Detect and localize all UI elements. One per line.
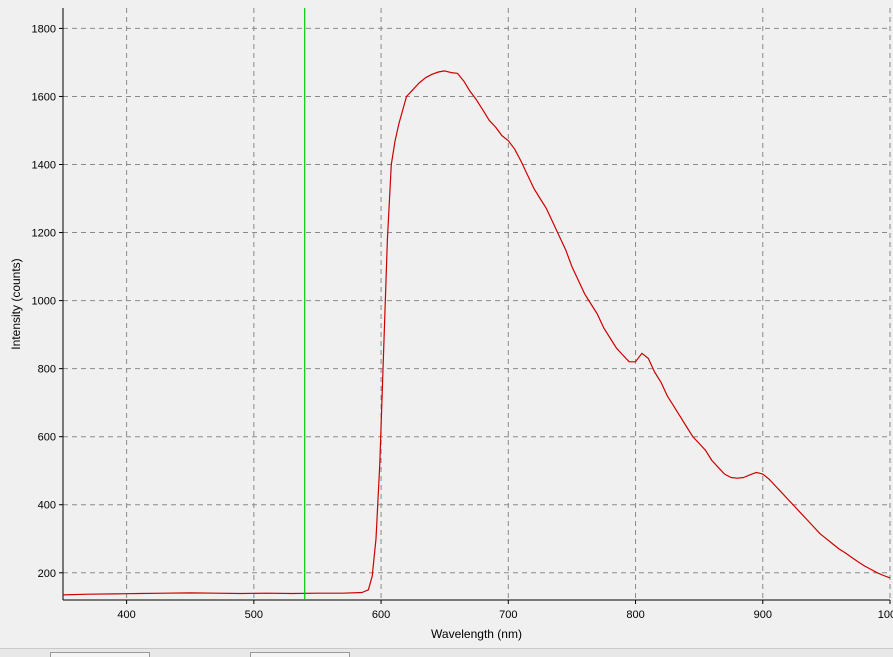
x-tick-label: 400 [117,609,135,621]
x-tick-label: 800 [626,609,644,621]
y-tick-label: 1800 [32,23,56,35]
x-tick-label: 1000 [878,609,893,621]
x-tick-label: 700 [499,609,517,621]
tick-labels: 400 500 600 700 800 900 1000 200 400 600 800 1000 12… [32,23,893,621]
axes [59,8,891,604]
y-tick-label: 400 [38,500,56,512]
y-tick-label: 1200 [32,228,56,240]
x-axis-title: Wavelength (nm) [431,627,522,641]
y-tick-label: 1400 [32,160,56,172]
x-tick-label: 500 [245,609,263,621]
y-axis-title: Intensity (counts) [9,258,23,349]
y-tick-label: 600 [38,432,56,444]
series-layer [62,8,891,600]
bottom-tab-2[interactable] [250,652,350,657]
x-tick-label: 600 [372,609,390,621]
y-tick-label: 200 [38,568,56,580]
y-tick-label: 800 [38,364,56,376]
plot-area [63,8,890,600]
bottom-tab-1[interactable] [50,652,150,657]
bottom-toolbar [0,648,893,657]
y-tick-label: 1600 [32,91,56,103]
grid-lines [63,8,891,600]
spectrum-series-line [62,70,891,596]
y-tick-label: 1000 [32,296,56,308]
x-tick-label: 900 [754,609,772,621]
